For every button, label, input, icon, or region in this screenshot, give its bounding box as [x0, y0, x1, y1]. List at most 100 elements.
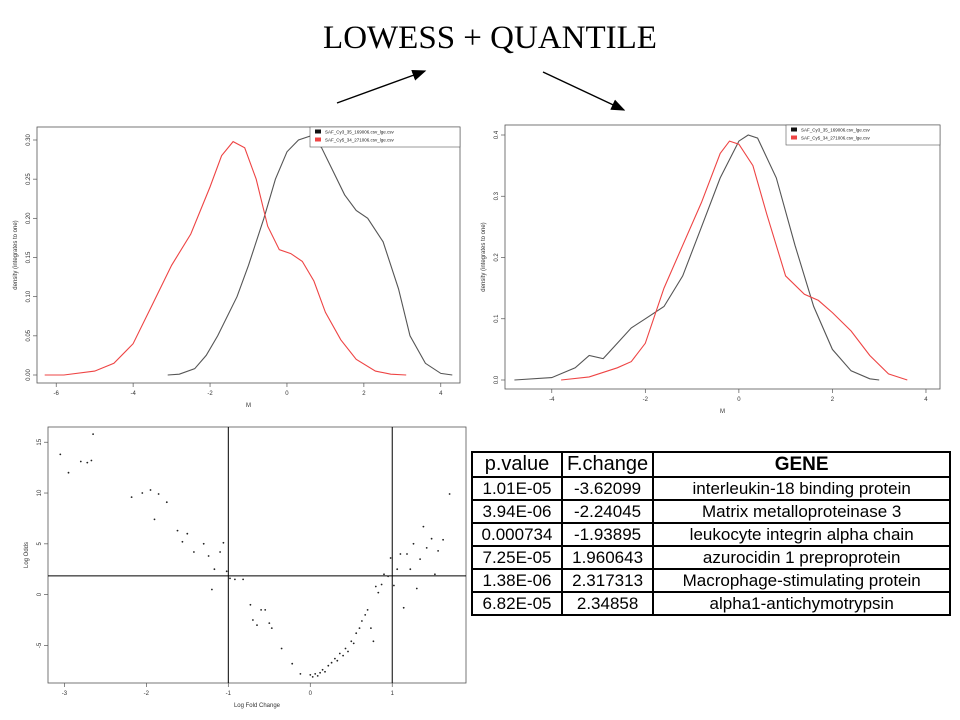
legend-box	[309, 126, 461, 148]
series-line-2	[44, 140, 407, 376]
data-point	[186, 532, 189, 535]
data-point	[86, 461, 89, 464]
data-point	[327, 664, 330, 667]
table-row: 3.94E-06 -2.24045 Matrix metalloproteina…	[471, 499, 952, 524]
data-point	[130, 496, 133, 498]
y-tick-label: 0.00	[26, 369, 32, 381]
data-point	[242, 578, 245, 581]
data-point	[270, 627, 273, 629]
x-tick-label: 1	[391, 691, 395, 697]
data-point	[314, 673, 317, 675]
cell-f-change: 2.317313	[560, 568, 655, 593]
x-tick-label: -3	[62, 691, 68, 697]
y-tick-label: 0	[37, 592, 43, 596]
legend-swatch-2	[315, 137, 321, 142]
data-point	[344, 647, 347, 650]
data-point	[211, 588, 213, 591]
data-point	[234, 578, 236, 581]
data-point	[352, 642, 355, 645]
cell-gene: alpha1-antichymotrypsin	[652, 591, 952, 616]
data-point	[141, 492, 144, 494]
cell-p-value: 6.82E-05	[471, 591, 563, 616]
table-row: 0.000734 -1.93895 leukocyte integrin alp…	[471, 522, 952, 547]
header-gene: GENE	[652, 451, 952, 478]
x-axis-title: M	[720, 409, 725, 415]
data-point	[409, 568, 412, 571]
data-point	[330, 661, 333, 664]
data-point	[59, 453, 62, 456]
data-point	[434, 573, 436, 576]
data-point	[372, 640, 375, 643]
data-point	[193, 551, 195, 553]
data-point	[324, 670, 326, 673]
cell-gene: leukocyte integrin alpha chain	[652, 522, 952, 547]
x-tick-label: -2	[144, 691, 150, 697]
data-point	[260, 609, 262, 611]
data-point	[342, 654, 344, 657]
table-row: 7.25E-05 1.960643 azurocidin 1 prepropro…	[471, 545, 952, 570]
data-point	[291, 662, 294, 665]
y-tick-label: 15	[37, 438, 43, 445]
data-point	[202, 542, 205, 545]
series-line-2	[561, 140, 908, 381]
gene-table-header-row: p.value F.change GENE	[471, 451, 952, 478]
data-point	[252, 619, 254, 621]
y-tick-label: 0.15	[26, 251, 32, 263]
data-point	[153, 518, 156, 521]
series-line-1	[514, 134, 880, 381]
data-point	[350, 640, 353, 643]
legend-swatch-2	[791, 135, 797, 140]
data-point	[67, 471, 70, 474]
x-axis-title: Log Fold Change	[234, 703, 281, 709]
y-axis-title: Log Odds	[24, 542, 30, 568]
data-point	[361, 620, 363, 622]
data-point	[387, 575, 389, 578]
table-row: 1.01E-05 -3.62099 interleukin-18 binding…	[471, 476, 952, 501]
data-point	[422, 525, 425, 528]
data-point	[366, 609, 369, 611]
cell-p-value: 1.38E-06	[471, 568, 563, 593]
x-tick-label: 2	[362, 391, 366, 397]
legend-label-1: SAF_Cy3_35_169006.csv_lge.csv	[801, 128, 871, 133]
cell-p-value: 3.94E-06	[471, 499, 563, 524]
data-point	[389, 557, 392, 559]
cell-p-value: 0.000734	[471, 522, 563, 547]
data-point	[334, 657, 336, 660]
data-point	[316, 675, 319, 677]
x-tick-label: 0	[309, 691, 313, 697]
data-point	[157, 493, 160, 495]
header-p-value: p.value	[471, 451, 563, 478]
x-tick-label: 4	[924, 397, 928, 403]
x-tick-label: 0	[285, 391, 289, 397]
data-point	[383, 573, 385, 576]
data-point	[90, 459, 93, 462]
data-point	[355, 632, 358, 635]
data-point	[149, 489, 152, 491]
x-tick-label: -4	[549, 397, 555, 403]
legend-label-2: SAF_Cy5_34_271006.csv_lge.csv	[801, 136, 871, 141]
legend-box	[785, 124, 941, 146]
data-point	[364, 614, 367, 616]
data-point	[256, 624, 258, 626]
data-point	[380, 583, 383, 586]
y-tick-label: 0.05	[26, 329, 32, 341]
cell-gene: Matrix metalloproteinase 3	[652, 499, 952, 524]
y-axis-title: density (integrates to one)	[481, 222, 487, 291]
cell-p-value: 7.25E-05	[471, 545, 563, 570]
y-axis-title: density (integrates to one)	[13, 220, 19, 289]
x-tick-label: 4	[439, 391, 443, 397]
legend-label-1: SAF_Cy3_35_169006.csv_lge.csv	[325, 130, 395, 135]
data-point	[377, 591, 380, 594]
data-point	[448, 493, 451, 495]
y-tick-label: 0.4	[494, 130, 500, 139]
data-point	[374, 585, 377, 588]
y-tick-label: 0.1	[494, 314, 500, 323]
data-point	[370, 627, 372, 629]
data-point	[268, 622, 271, 624]
data-point	[336, 659, 339, 662]
legend-swatch-1	[791, 127, 797, 132]
x-tick-label: -2	[643, 397, 649, 403]
